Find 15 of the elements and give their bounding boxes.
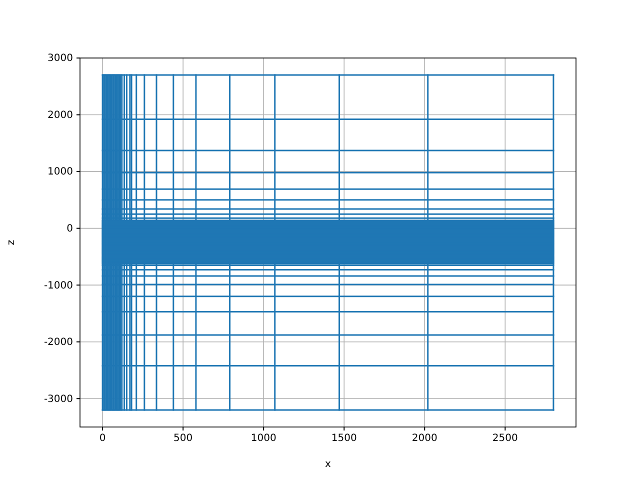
y-tick-label: 3000: [48, 53, 73, 64]
y-tick-label: 1000: [48, 166, 73, 178]
x-axis-title: x: [325, 459, 332, 470]
y-tick-label: 0: [66, 224, 73, 235]
x-tick-label: 2500: [492, 433, 518, 444]
y-tick-label: -3000: [44, 394, 73, 405]
x-tick-label: 500: [174, 433, 193, 444]
y-tick-label: -1000: [44, 280, 73, 292]
x-tick-label: 1500: [331, 433, 357, 444]
x-tick-label: 2000: [412, 433, 438, 444]
y-axis-title: z: [6, 240, 17, 246]
x-tick-label: 1000: [250, 433, 276, 444]
y-tick-label: -2000: [44, 337, 73, 348]
y-tick-label: 2000: [48, 110, 73, 121]
x-tick-label: 0: [99, 433, 106, 444]
